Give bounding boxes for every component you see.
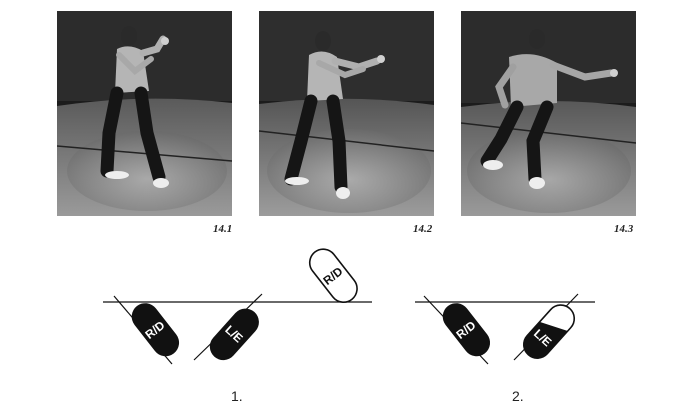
photo-caption: 14.3 — [614, 223, 634, 235]
photo-14-3 — [461, 11, 636, 216]
footprint-left: L/E — [209, 308, 259, 361]
footprint-diagram-1: R/D L/E R/D — [103, 248, 372, 365]
footprint-diagram-2: R/D L/E — [415, 293, 595, 365]
footprint-right: R/D — [442, 303, 491, 357]
diagram-number: 1. — [231, 388, 243, 404]
footprint-right-outline: R/D — [308, 248, 358, 303]
photo-caption: 14.1 — [213, 223, 233, 235]
photo-14-2 — [259, 11, 434, 216]
footprint-right: R/D — [131, 303, 180, 357]
footprint-left-pivot: L/E — [523, 304, 576, 359]
photo-caption: 14.2 — [413, 223, 433, 235]
diagram-number: 2. — [512, 388, 524, 404]
footprint-diagrams: R/D L/E R/D R/D L/E — [103, 248, 595, 365]
photo-14-1 — [57, 11, 232, 216]
